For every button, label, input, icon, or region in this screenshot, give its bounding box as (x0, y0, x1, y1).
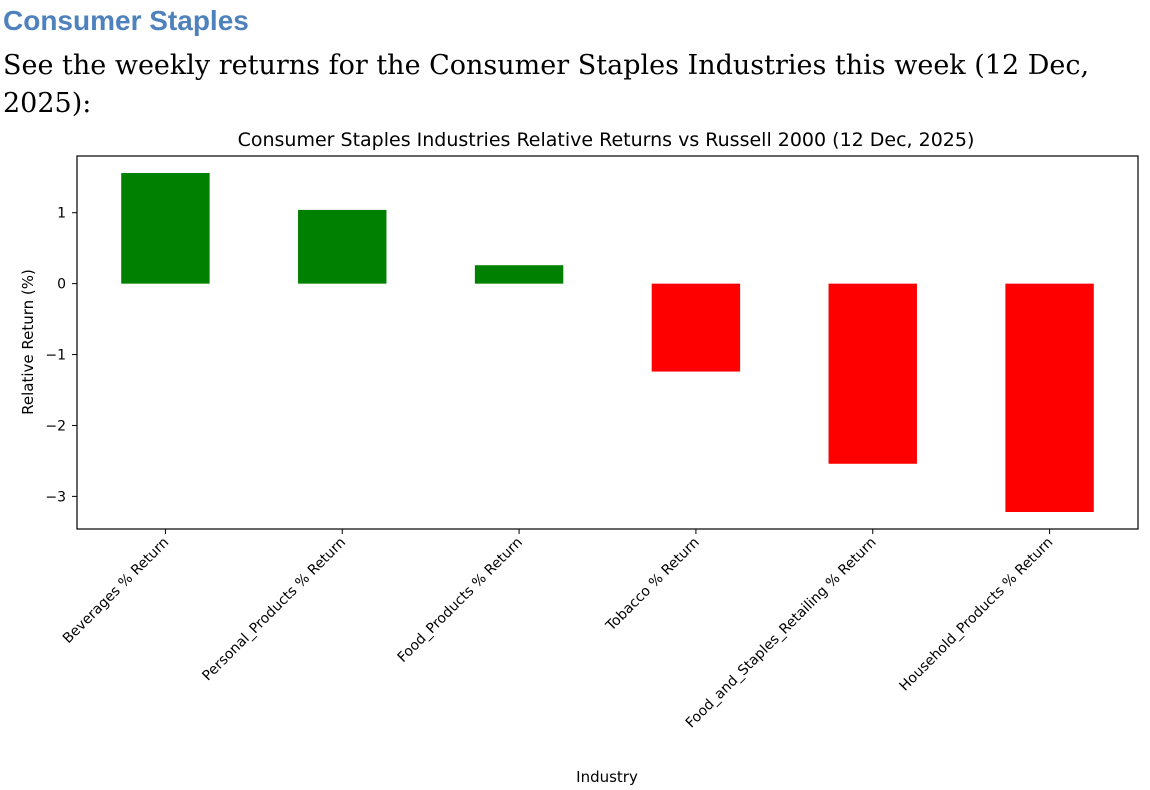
bar-3 (474, 265, 564, 284)
page-subheading: See the weekly returns for the Consumer … (3, 50, 1090, 119)
y-axis-label: Relative Return (%) (19, 269, 37, 415)
x-tick-label: Beverages % Return (60, 535, 172, 647)
chart-title: Consumer Staples Industries Relative Ret… (238, 129, 975, 151)
y-tick-label: −2 (45, 418, 66, 434)
bar-4 (651, 283, 741, 372)
y-tick-label: −3 (45, 489, 66, 505)
bar-1 (121, 173, 210, 284)
x-tick-label: Personal_Products % Return (199, 535, 349, 685)
x-tick-label: Tobacco % Return (602, 535, 702, 635)
y-tick-label: −1 (45, 348, 66, 364)
bar-5 (828, 283, 917, 464)
x-tick-label: Food_Products % Return (395, 535, 526, 666)
page-heading: Consumer Staples (3, 5, 249, 36)
x-axis-label: Industry (576, 768, 638, 786)
x-tick-label: Food_and_Staples_Retailing % Return (683, 535, 880, 732)
y-tick-label: 1 (57, 206, 66, 222)
x-tick-label: Household_Products % Return (896, 535, 1056, 695)
y-tick-label: 0 (57, 277, 66, 293)
bar-2 (298, 209, 387, 284)
bar-6 (1005, 283, 1094, 512)
plot-frame (76, 155, 1139, 530)
